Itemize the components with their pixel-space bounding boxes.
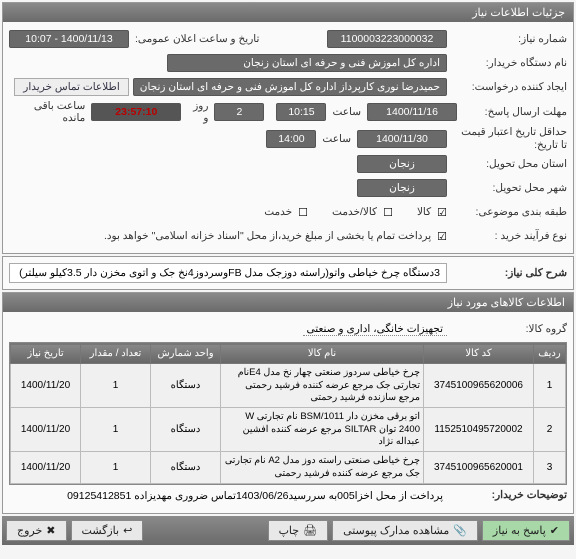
items-table-wrap: ردیفکد کالانام کالاواحد شمارشتعداد / مقد…: [9, 342, 567, 485]
exit-icon: ✖: [46, 524, 55, 537]
table-cell: 1: [534, 364, 566, 408]
attachments-button[interactable]: 📎 مشاهده مدارک پیوستی: [332, 520, 478, 541]
buyer-desc-label: توضیحات خریدار:: [447, 489, 567, 501]
print-label: چاپ: [279, 524, 300, 537]
process-check: ☑: [437, 230, 447, 243]
table-cell: 1: [81, 452, 151, 484]
request-details-panel: جزئیات اطلاعات نیاز شماره نیاز: 11000032…: [2, 2, 574, 254]
respond-button[interactable]: ✔ پاسخ به نیاز: [482, 520, 570, 541]
print-button[interactable]: 🖨 چاپ: [268, 520, 328, 541]
cat-serv-check: ☐: [298, 206, 308, 219]
items-panel: اطلاعات کالاهای مورد نیاز گروه کالا: تجه…: [2, 292, 574, 514]
print-icon: 🖨: [303, 524, 317, 537]
footer-bar: ✔ پاسخ به نیاز 📎 مشاهده مدارک پیوستی 🖨 چ…: [2, 516, 574, 545]
panel3-header: اطلاعات کالاهای مورد نیاز: [3, 293, 573, 312]
table-row[interactable]: 33745100965620001چرخ خیاطی صنعتی راسته د…: [11, 452, 566, 484]
back-icon: ↩: [123, 524, 132, 537]
deadline-time-field: 10:15: [276, 103, 326, 121]
province-field: زنجان: [357, 155, 447, 173]
back-button[interactable]: ↩ بازگشت: [71, 520, 144, 541]
table-cell: 1152510495720002: [424, 408, 534, 452]
validity-label: حداقل تاریخ اعتبار قیمت تا تاریخ:: [447, 126, 567, 151]
summary-panel: شرح کلی نیاز: 3دستگاه چرخ خیاطی واتو(راس…: [2, 256, 574, 290]
attachment-icon: 📎: [453, 524, 467, 537]
col-header: نام کالا: [221, 344, 424, 364]
time-label-1: ساعت: [326, 106, 367, 118]
table-row[interactable]: 21152510495720002اتو برقی مخزن دار BSM/1…: [11, 408, 566, 452]
col-header: ردیف: [534, 344, 566, 364]
days-label: روز و: [181, 100, 214, 124]
creator-label: ایجاد کننده درخواست:: [447, 81, 567, 93]
items-table: ردیفکد کالانام کالاواحد شمارشتعداد / مقد…: [10, 343, 566, 484]
attach-label: مشاهده مدارک پیوستی: [343, 524, 449, 537]
cat-goods-check: ☑: [437, 206, 447, 219]
table-cell: دستگاه: [151, 364, 221, 408]
req-no-field: 1100003223000032: [327, 30, 447, 48]
table-cell: 1400/11/20: [11, 364, 81, 408]
process-label: نوع فرآیند خرید :: [447, 230, 567, 242]
respond-label: پاسخ به نیاز: [493, 524, 546, 537]
col-header: تاریخ نیاز: [11, 344, 81, 364]
validity-time-field: 14:00: [266, 130, 316, 148]
table-cell: 3745100965620006: [424, 364, 534, 408]
group-label: گروه کالا:: [447, 323, 567, 335]
back-label: بازگشت: [82, 524, 120, 537]
table-cell: دستگاه: [151, 408, 221, 452]
summary-value: 3دستگاه چرخ خیاطی واتو(راسته دوزجک مدل F…: [9, 263, 447, 283]
category-label: طبقه بندی موضوعی:: [447, 206, 567, 218]
col-header: کد کالا: [424, 344, 534, 364]
table-row[interactable]: 13745100965620006چرخ خیاطی سردوز صنعتی چ…: [11, 364, 566, 408]
process-note: پرداخت تمام یا بخشی از مبلغ خرید،از محل …: [9, 230, 437, 242]
table-cell: چرخ خیاطی سردوز صنعتی چهار نخ مدل E4نام …: [221, 364, 424, 408]
days-field: 2: [214, 103, 264, 121]
table-cell: اتو برقی مخزن دار BSM/1011 نام تجارتی W …: [221, 408, 424, 452]
creator-field: حمیدرضا نوری کارپرداز اداره کل اموزش فنی…: [133, 78, 447, 96]
announce-label: تاریخ و ساعت اعلان عمومی:: [129, 33, 265, 45]
col-header: واحد شمارش: [151, 344, 221, 364]
panel1-header: جزئیات اطلاعات نیاز: [3, 3, 573, 22]
table-cell: 2: [534, 408, 566, 452]
buyer-desc-value: پرداخت از محل اخزا005به سررسید1403/06/26…: [9, 489, 447, 505]
cat-service-check: ☐: [383, 206, 393, 219]
exit-label: خروج: [17, 524, 42, 537]
countdown-field: 23:57:10: [91, 103, 181, 121]
buyer-label: نام دستگاه خریدار:: [447, 57, 567, 69]
table-cell: 1: [81, 408, 151, 452]
city-field: زنجان: [357, 179, 447, 197]
table-cell: 1400/11/20: [11, 452, 81, 484]
panel1-body: شماره نیاز: 1100003223000032 تاریخ و ساع…: [3, 22, 573, 253]
table-cell: 3: [534, 452, 566, 484]
table-cell: 3745100965620001: [424, 452, 534, 484]
req-no-label: شماره نیاز:: [447, 33, 567, 45]
validity-date-field: 1400/11/30: [357, 130, 447, 148]
remain-label: ساعت باقی مانده: [9, 100, 91, 124]
province-label: استان محل تحویل:: [447, 158, 567, 170]
col-header: تعداد / مقدار: [81, 344, 151, 364]
summary-row: شرح کلی نیاز: 3دستگاه چرخ خیاطی واتو(راس…: [3, 259, 573, 287]
group-value: تجهیزات خانگی، اداری و صنعتی: [303, 323, 447, 336]
table-cell: دستگاه: [151, 452, 221, 484]
check-icon: ✔: [550, 524, 559, 537]
time-label-2: ساعت: [316, 133, 357, 145]
summary-label: شرح کلی نیاز:: [447, 267, 567, 279]
contact-buyer-button[interactable]: اطلاعات تماس خریدار: [14, 78, 128, 96]
deadline-date-field: 1400/11/16: [367, 103, 457, 121]
cat-serv-label: خدمت: [258, 206, 298, 218]
table-cell: 1: [81, 364, 151, 408]
exit-button[interactable]: ✖ خروج: [6, 520, 67, 541]
table-cell: چرخ خیاطی صنعتی راسته دوز مدل A2 نام تجا…: [221, 452, 424, 484]
city-label: شهر محل تحویل:: [447, 182, 567, 194]
cat-service-label: کالا/خدمت: [326, 206, 383, 218]
buyer-field: اداره کل اموزش فنی و حرفه ای استان زنجان: [167, 54, 447, 72]
deadline-label: مهلت ارسال پاسخ:: [457, 106, 567, 118]
table-cell: 1400/11/20: [11, 408, 81, 452]
cat-goods-label: کالا: [411, 206, 437, 218]
announce-field: 1400/11/13 - 10:07: [9, 30, 129, 48]
